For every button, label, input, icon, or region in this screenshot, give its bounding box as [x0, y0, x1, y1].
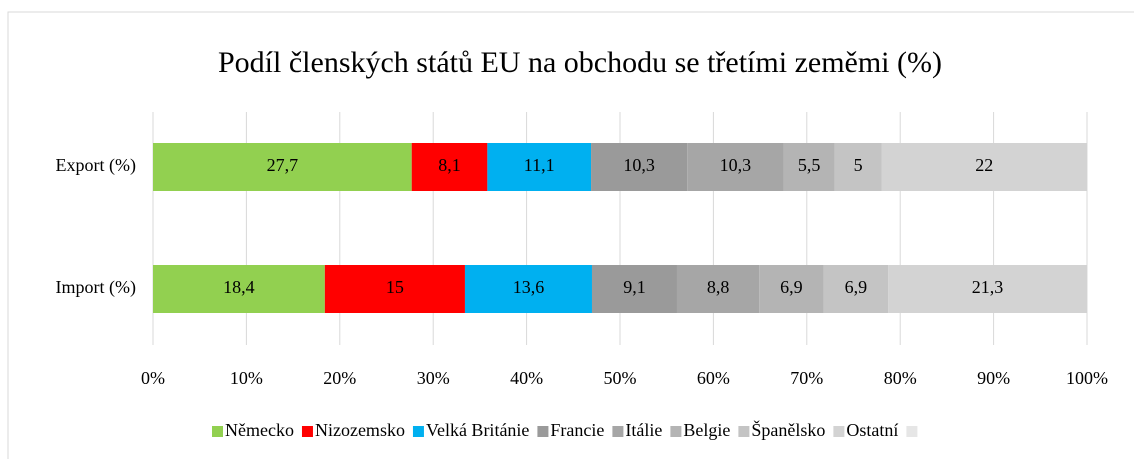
x-tick-label: 80%: [884, 368, 917, 388]
bar-segment: [823, 265, 889, 313]
data-label: 6,9: [780, 277, 803, 297]
legend-swatch: [412, 426, 424, 437]
data-label: 21,3: [972, 277, 1004, 297]
legend-swatch: [301, 426, 313, 437]
bar-segment: [834, 143, 882, 191]
x-tick-label: 10%: [230, 368, 263, 388]
legend-swatch: [212, 426, 223, 437]
x-tick-label: 20%: [323, 368, 356, 388]
x-tick-label: 30%: [417, 368, 450, 388]
x-tick-label: 40%: [510, 368, 543, 388]
legend-label: Francie: [550, 420, 604, 440]
x-tick-label: 100%: [1066, 368, 1108, 388]
data-label: 5,5: [798, 155, 821, 175]
bar-segment: [411, 143, 488, 191]
x-tick-label: 0%: [141, 368, 165, 388]
bar-segment: [591, 143, 688, 191]
data-label: 15: [386, 277, 404, 297]
x-tick-label: 90%: [977, 368, 1010, 388]
legend-label: Belgie: [683, 420, 730, 440]
legend-swatch: [670, 426, 682, 437]
bar-segment: [783, 143, 835, 191]
legend-label: Itálie: [625, 420, 662, 440]
legend-swatch: [833, 426, 845, 437]
bar-segment: [487, 143, 592, 191]
bar-segment: [324, 265, 465, 313]
x-tick-label: 60%: [697, 368, 730, 388]
data-label: 13,6: [513, 277, 545, 297]
legend-label: Německo: [225, 420, 294, 440]
bar-segment: [881, 143, 1087, 191]
legend-label: Nizozemsko: [315, 420, 405, 440]
data-label: 22: [975, 155, 993, 175]
legend-label: Velká Británie: [426, 420, 529, 440]
bar-segment: [153, 265, 325, 313]
data-label: 10,3: [623, 155, 655, 175]
legend-swatch: [612, 426, 624, 437]
data-label: 11,1: [524, 155, 555, 175]
legend-swatch: [738, 426, 750, 437]
data-label: 6,9: [845, 277, 868, 297]
bar-segment: [888, 265, 1087, 313]
data-label: 8,1: [438, 155, 461, 175]
legend-label: Ostatní: [846, 420, 898, 440]
chart-frame: [7, 11, 1134, 459]
x-tick-label: 50%: [604, 368, 637, 388]
data-label: 8,8: [707, 277, 730, 297]
bar-segment: [759, 265, 824, 313]
y-tick-label: Export (%): [56, 155, 136, 176]
y-tick-label: Import (%): [56, 277, 136, 298]
data-label: 9,1: [623, 277, 646, 297]
bar-segment: [591, 265, 677, 313]
bar-segment: [676, 265, 760, 313]
data-label: 18,4: [223, 277, 255, 297]
bar-segment: [153, 143, 412, 191]
x-tick-label: 70%: [790, 368, 823, 388]
legend-label: Španělsko: [751, 419, 825, 440]
chart-title: Podíl členských států EU na obchodu se t…: [218, 46, 942, 79]
data-label: 27,7: [267, 155, 299, 175]
data-label: 5: [854, 155, 863, 175]
legend-swatch: [906, 426, 918, 437]
bar-segment: [687, 143, 784, 191]
bar-segment: [464, 265, 592, 313]
legend-swatch: [537, 426, 549, 437]
data-label: 10,3: [720, 155, 752, 175]
